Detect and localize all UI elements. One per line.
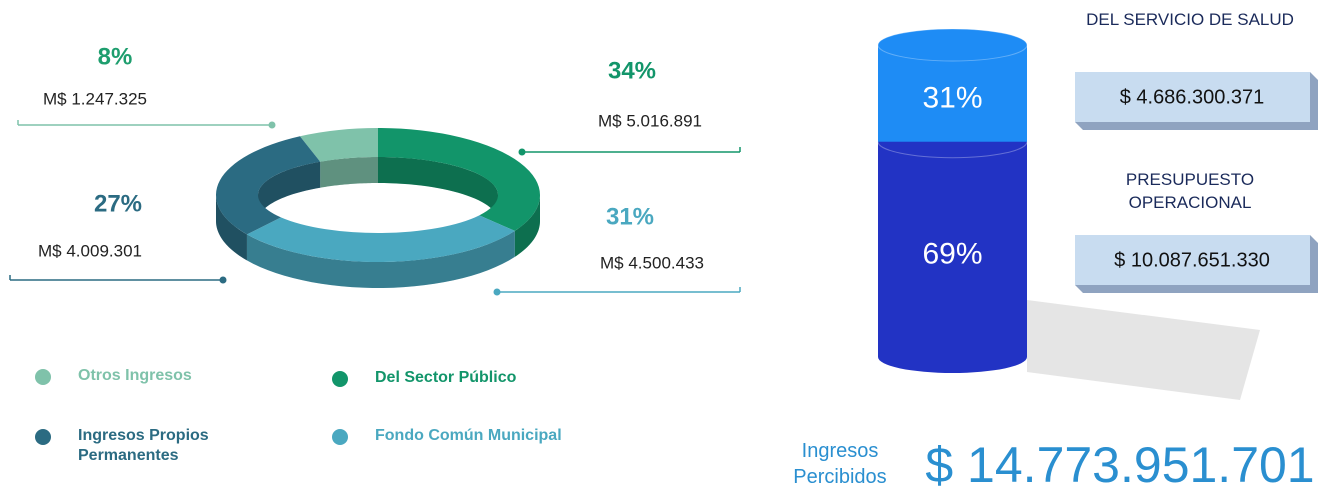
donut-segment	[246, 215, 515, 262]
segment-name: DEL SERVICIO DE SALUD	[1086, 10, 1294, 29]
amount-label: M$ 4.500.433	[600, 253, 704, 272]
amount-label: M$ 4.009.301	[38, 241, 142, 260]
donut-side	[246, 230, 515, 288]
legend-marker	[332, 429, 348, 445]
total-label: Ingresos Percibidos	[793, 440, 887, 488]
legend-label: Ingresos Propios Permanentes	[78, 427, 209, 464]
cylinder-cap	[877, 28, 1028, 62]
donut-side	[514, 195, 540, 257]
leader-dot	[518, 148, 526, 156]
cylinder-label: 31%	[922, 81, 982, 114]
segment-name: PRESUPUESTO OPERACIONAL	[1125, 170, 1255, 212]
amount-value: $ 10.087.651.330	[1114, 249, 1270, 271]
donut-segment	[378, 128, 540, 231]
donut-side-shade	[378, 157, 498, 221]
percent-label: 27%	[94, 190, 142, 217]
legend-marker	[35, 369, 51, 385]
amount-label: M$ 1.247.325	[43, 89, 147, 108]
cylinder-label: 69%	[922, 237, 982, 270]
donut-side-shade	[258, 161, 321, 221]
donut-side-shade	[514, 195, 540, 257]
amount-box	[1075, 235, 1310, 285]
donut-side	[378, 157, 498, 221]
amount-value: $ 4.686.300.371	[1120, 86, 1265, 108]
donut-side	[320, 157, 378, 188]
percent-label: 31%	[606, 203, 654, 230]
leader-dot	[219, 276, 227, 284]
total-value: $ 14.773.951.701	[925, 437, 1315, 493]
leader-dot	[493, 288, 501, 296]
donut-side-shade	[216, 195, 247, 261]
leader-dot	[268, 121, 276, 129]
legend-label: Fondo Común Municipal	[375, 427, 562, 444]
donut-side-shade	[246, 230, 515, 288]
cylinder-segment	[878, 45, 1027, 142]
percent-label: 8%	[98, 43, 133, 70]
donut-side-shade	[320, 157, 378, 188]
donut-segment	[299, 128, 378, 162]
amount-box	[1075, 72, 1310, 122]
donut-segment	[215, 136, 321, 235]
donut-side	[258, 161, 321, 221]
legend-marker	[35, 429, 51, 445]
percent-label: 34%	[608, 57, 656, 84]
cylinder-shadow	[1027, 300, 1260, 400]
donut-side	[216, 195, 247, 261]
amount-label: M$ 5.016.891	[598, 111, 702, 130]
legend-label: Otros Ingresos	[78, 367, 192, 384]
legend-label: Del Sector Público	[375, 369, 517, 386]
legend-marker	[332, 371, 348, 387]
cylinder-segment	[878, 141, 1027, 357]
